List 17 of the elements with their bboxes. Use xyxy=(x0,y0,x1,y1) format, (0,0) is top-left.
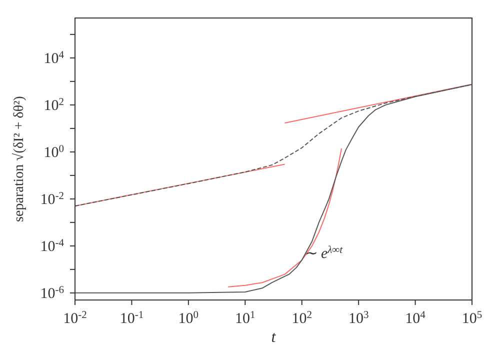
y-tick-label: 10$^{-6}$ xyxy=(40,284,64,302)
y-tick-label: 10$^{-2}$ xyxy=(40,190,64,208)
x-tick-label: 10$^{2}$ xyxy=(292,310,312,327)
y-axis-title: separation √(δI² + δθ²) xyxy=(11,96,28,222)
x-tick-label: 10$^{1}$ xyxy=(235,310,256,327)
x-tick-label: 10$^{4}$ xyxy=(405,310,426,327)
y-tick-label: 10$^{-4}$ xyxy=(40,237,65,255)
x-tick-label: 10$^{0}$ xyxy=(178,310,199,327)
x-tick-label: 10$^{-1}$ xyxy=(120,310,144,327)
y-tick-label: 10$^{0}$ xyxy=(44,143,64,161)
y-tick-label: 10$^{2}$ xyxy=(44,96,64,114)
y-tick-label: 10$^{4}$ xyxy=(44,49,65,67)
x-tick-label: 10$^{5}$ xyxy=(462,310,482,327)
x-tick-label: 10$^{3}$ xyxy=(348,310,369,327)
annotation: ∼ e$^{λ∞t}$ xyxy=(304,244,344,262)
x-axis-title: t xyxy=(271,329,276,346)
x-tick-label: 10$^{-2}$ xyxy=(63,310,87,327)
